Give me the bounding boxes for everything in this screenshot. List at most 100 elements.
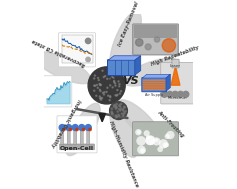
Circle shape (82, 128, 85, 131)
Ellipse shape (118, 100, 162, 144)
Circle shape (119, 104, 121, 105)
Circle shape (85, 38, 91, 44)
Circle shape (119, 93, 120, 94)
Circle shape (146, 136, 151, 140)
Circle shape (106, 91, 107, 92)
Circle shape (123, 111, 125, 112)
FancyBboxPatch shape (59, 33, 96, 67)
Circle shape (97, 87, 98, 88)
Circle shape (153, 138, 160, 145)
Ellipse shape (110, 11, 141, 72)
Circle shape (118, 81, 119, 82)
Circle shape (165, 134, 170, 139)
Circle shape (100, 98, 101, 99)
Circle shape (118, 109, 120, 110)
FancyBboxPatch shape (132, 24, 178, 55)
Circle shape (120, 108, 121, 110)
Text: Air Supply: Air Supply (145, 93, 163, 97)
Circle shape (137, 136, 146, 145)
Circle shape (117, 94, 118, 95)
Circle shape (166, 131, 174, 139)
Circle shape (146, 136, 154, 145)
Ellipse shape (34, 52, 91, 84)
FancyBboxPatch shape (108, 60, 135, 76)
Circle shape (107, 87, 108, 88)
Circle shape (111, 111, 112, 112)
Circle shape (112, 113, 113, 114)
Circle shape (146, 136, 155, 145)
Circle shape (117, 111, 118, 112)
Circle shape (109, 78, 110, 79)
Circle shape (125, 111, 126, 112)
Circle shape (94, 78, 95, 79)
Circle shape (108, 95, 109, 96)
Text: High-Humidity Resistance: High-Humidity Resistance (108, 121, 139, 188)
Circle shape (115, 115, 117, 116)
FancyBboxPatch shape (134, 25, 177, 38)
Circle shape (110, 85, 111, 86)
Circle shape (76, 128, 78, 131)
Circle shape (116, 106, 117, 107)
Text: Ice Easy-Removal: Ice Easy-Removal (118, 1, 140, 47)
Polygon shape (99, 114, 105, 122)
Circle shape (115, 83, 116, 84)
FancyBboxPatch shape (143, 80, 165, 81)
Circle shape (109, 71, 110, 72)
FancyBboxPatch shape (142, 77, 166, 92)
Circle shape (124, 113, 125, 114)
Circle shape (114, 106, 115, 107)
Circle shape (79, 125, 85, 130)
FancyBboxPatch shape (57, 116, 97, 153)
Circle shape (121, 91, 122, 92)
Circle shape (178, 91, 183, 97)
Circle shape (136, 39, 143, 46)
Circle shape (119, 86, 120, 87)
Circle shape (115, 104, 116, 105)
Circle shape (110, 73, 112, 74)
FancyBboxPatch shape (143, 88, 165, 90)
Circle shape (111, 112, 112, 113)
Circle shape (59, 125, 65, 130)
Circle shape (63, 128, 65, 131)
Circle shape (109, 102, 128, 119)
Circle shape (99, 89, 100, 90)
FancyBboxPatch shape (62, 35, 93, 63)
Polygon shape (142, 74, 170, 78)
Circle shape (103, 77, 104, 78)
Circle shape (150, 140, 154, 144)
Circle shape (100, 85, 101, 86)
Circle shape (144, 130, 150, 136)
Circle shape (94, 85, 95, 86)
FancyBboxPatch shape (143, 84, 165, 86)
Circle shape (115, 95, 116, 96)
Circle shape (116, 103, 117, 105)
FancyBboxPatch shape (143, 86, 165, 88)
Circle shape (112, 113, 113, 114)
Circle shape (100, 84, 101, 85)
Circle shape (123, 114, 124, 115)
FancyBboxPatch shape (60, 144, 94, 150)
FancyBboxPatch shape (61, 130, 64, 144)
Text: High Repeatability: High Repeatability (150, 45, 200, 67)
Circle shape (161, 91, 167, 97)
Circle shape (183, 91, 189, 97)
Circle shape (163, 143, 168, 148)
Circle shape (72, 125, 78, 130)
Circle shape (116, 116, 118, 117)
Text: Microstruc.: Microstruc. (167, 95, 187, 99)
Circle shape (121, 103, 122, 105)
Circle shape (115, 106, 117, 107)
Circle shape (100, 91, 101, 92)
Circle shape (117, 90, 118, 91)
Circle shape (116, 117, 117, 118)
Circle shape (105, 76, 106, 77)
Circle shape (159, 139, 168, 148)
Text: No Air Supply: No Air Supply (109, 77, 133, 81)
Circle shape (115, 108, 116, 109)
Circle shape (116, 108, 117, 109)
Circle shape (123, 108, 124, 110)
Ellipse shape (110, 105, 138, 157)
Circle shape (140, 148, 145, 153)
Polygon shape (166, 74, 170, 91)
Circle shape (123, 115, 124, 116)
